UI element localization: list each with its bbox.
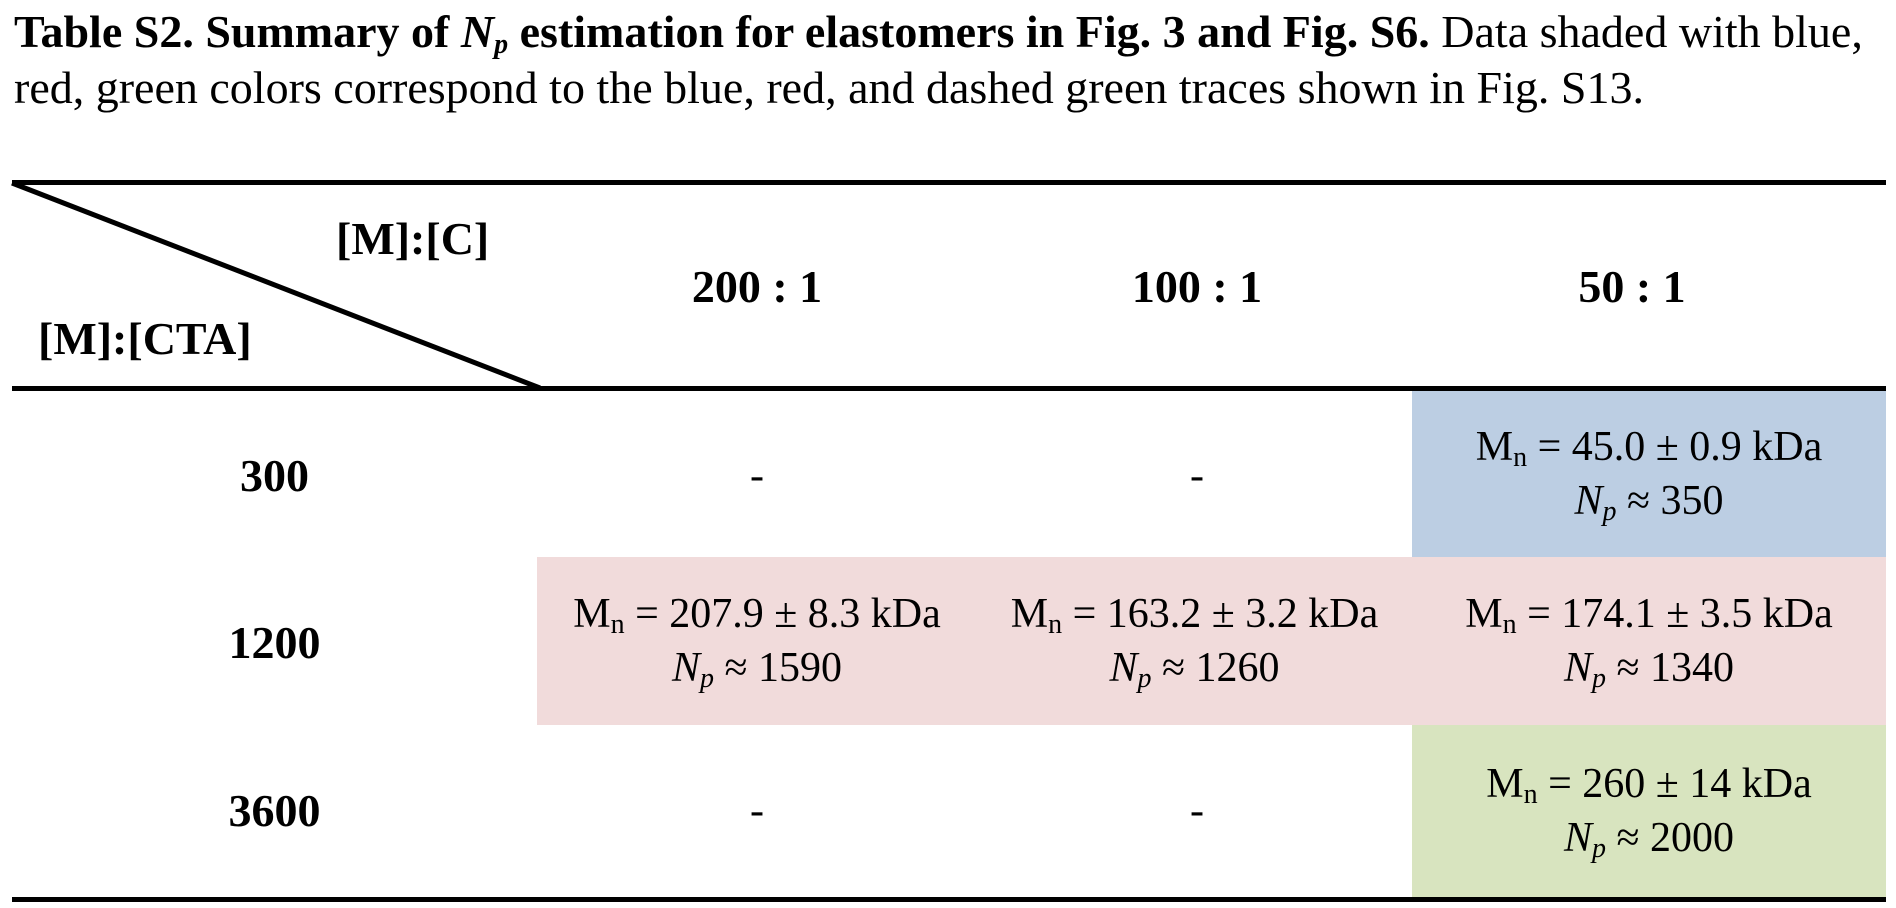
table-bottom-rule: [12, 897, 1886, 902]
column-header-200: 200 : 1: [691, 261, 823, 312]
table-cell-red: Mn = 207.9 ± 8.3 kDa Np ≈ 1590: [537, 557, 977, 725]
table-cell-red: Mn = 163.2 ± 3.2 kDa Np ≈ 1260: [977, 557, 1412, 725]
mn-value: Mn = 260 ± 14 kDa: [1486, 761, 1812, 810]
np-value: Np ≈ 2000: [1563, 815, 1735, 864]
table-header-rule: [12, 386, 1886, 391]
table-cell-empty: -: [750, 453, 764, 499]
row-header-1200: 1200: [228, 617, 321, 668]
table-top-rule: [12, 180, 1886, 185]
row-header-3600: 3600: [228, 785, 321, 836]
mn-value: Mn = 163.2 ± 3.2 kDa: [1010, 591, 1379, 640]
table-cell-green: Mn = 260 ± 14 kDa Np ≈ 2000: [1412, 725, 1886, 897]
corner-diagonal-line: [11, 180, 541, 391]
table-cell-blue: Mn = 45.0 ± 0.9 kDa Np ≈ 350: [1412, 391, 1886, 557]
corner-header-cta: [M]:[CTA]: [38, 313, 252, 364]
caption-title: Table S2. Summary of Np estimation for e…: [14, 6, 1430, 60]
table-cell-red: Mn = 174.1 ± 3.5 kDa Np ≈ 1340: [1412, 557, 1886, 725]
table-cell-empty: -: [750, 788, 764, 834]
caption-text: Data shaded with blue, red, green colors…: [14, 6, 1863, 113]
mn-value: Mn = 174.1 ± 3.5 kDa: [1465, 591, 1833, 640]
mn-value: Mn = 207.9 ± 8.3 kDa: [573, 591, 941, 640]
np-value: Np ≈ 1260: [1109, 645, 1280, 694]
table-cell-empty: -: [1190, 788, 1204, 834]
np-value: Np ≈ 1340: [1563, 645, 1735, 694]
column-header-100: 100 : 1: [1131, 261, 1263, 312]
mn-value: Mn = 45.0 ± 0.9 kDa: [1475, 424, 1823, 473]
row-header-300: 300: [240, 450, 309, 501]
table-cell-empty: -: [1190, 453, 1204, 499]
table-caption: Table S2. Summary of Np estimation for e…: [14, 4, 1884, 116]
np-value: Np ≈ 1590: [671, 645, 843, 694]
corner-header-catalyst: [M]:[C]: [336, 213, 490, 264]
column-header-50: 50 : 1: [1578, 261, 1686, 312]
np-value: Np ≈ 350: [1574, 478, 1724, 527]
